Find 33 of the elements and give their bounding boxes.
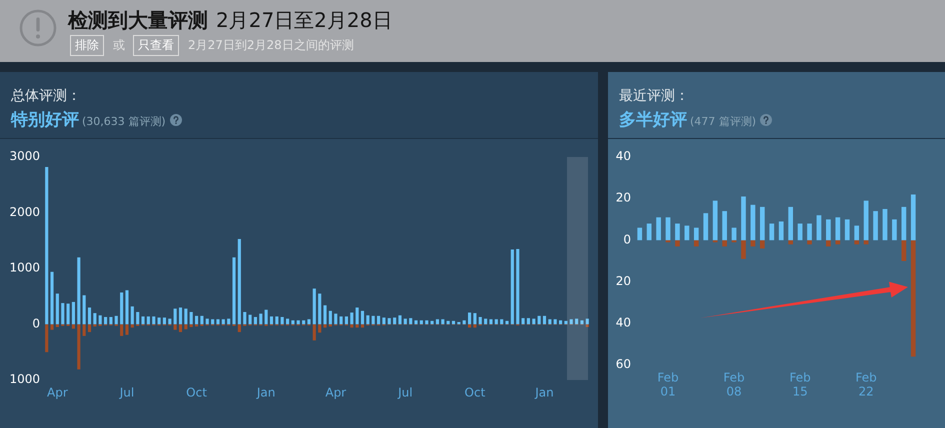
text: 2月27日至2月28日: [216, 8, 392, 32]
x-tick-label: Feb 08: [723, 370, 745, 399]
text: (30,633 篇评测): [82, 114, 166, 129]
chart-title: 总体评测：: [11, 87, 81, 105]
x-tick-label: Feb 01: [657, 370, 679, 399]
x-tick-label: Jul: [397, 385, 413, 400]
x-tick-label: Apr: [325, 385, 346, 400]
x-tick-label: Jan: [256, 385, 276, 400]
chart-subtitle: 多半好评: [619, 109, 687, 131]
x-tick-label: Oct: [464, 385, 486, 400]
chart-subtitle: 特别好评: [11, 109, 79, 131]
x-tick-label: Apr: [47, 385, 68, 400]
text: 或: [113, 37, 125, 54]
x-tick-label: Feb 22: [855, 370, 877, 399]
x-tick-label: Jul: [118, 385, 134, 400]
y-tick-label: 2000: [9, 204, 40, 219]
y-tick-label: 1000: [9, 372, 40, 386]
y-tick-label: 0: [32, 316, 40, 330]
y-tick-label: 40: [616, 149, 631, 164]
y-tick-label: 20: [616, 274, 631, 288]
x-tick-label: Oct: [186, 385, 208, 400]
x-tick-label: Jan: [534, 385, 554, 400]
y-tick-label: 0: [623, 232, 631, 246]
y-tick-label: 3000: [9, 149, 40, 164]
text: (477 篇评测): [690, 114, 756, 129]
y-tick-label: 40: [616, 316, 631, 330]
y-tick-label: 1000: [9, 260, 40, 275]
text: 2月27日到2月28日之间的评测: [188, 37, 354, 54]
text: 检测到大量评测: [68, 8, 208, 32]
y-tick-label: 20: [616, 190, 631, 205]
y-tick-label: 60: [616, 357, 631, 372]
chart-title: 最近评测：: [619, 87, 689, 105]
x-tick-label: Feb 15: [789, 370, 811, 399]
